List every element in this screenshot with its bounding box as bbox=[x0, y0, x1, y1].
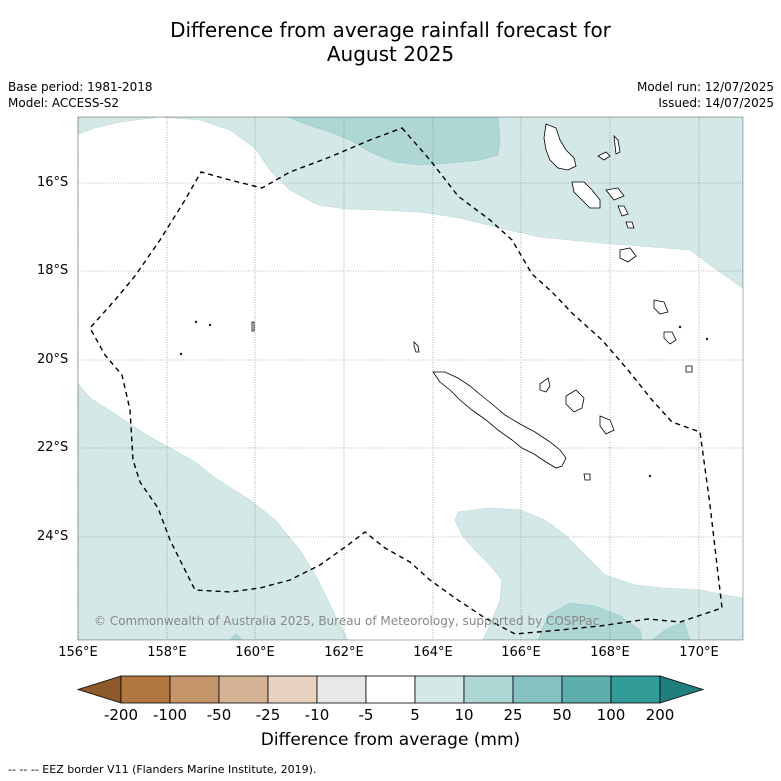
copyright-notice: © Commonwealth of Australia 2025, Bureau… bbox=[94, 614, 600, 628]
title-line-1: Difference from average rainfall forecas… bbox=[170, 18, 611, 42]
anomaly-patch-southeast-1 bbox=[537, 602, 643, 640]
lat-label-18s: 18°S bbox=[37, 263, 69, 278]
colorbar-label-7: 5 bbox=[410, 706, 420, 724]
colorbar-bin-6 bbox=[365, 675, 416, 704]
meta-left: Base period: 1981-2018 Model: ACCESS-S2 bbox=[8, 79, 153, 111]
colorbar-label-9: 25 bbox=[503, 706, 523, 724]
lon-label-164e: 164°E bbox=[413, 645, 453, 660]
colorbar-label-3: -50 bbox=[206, 706, 232, 724]
vanuatu-aneityum bbox=[653, 299, 669, 315]
belep-islands bbox=[413, 341, 420, 353]
issued-text: Issued: 14/07/2025 bbox=[658, 96, 774, 110]
colorbar-label-1: -200 bbox=[103, 706, 139, 724]
colorbar-bin-2 bbox=[169, 675, 220, 704]
vanuatu-efate bbox=[605, 187, 625, 201]
colorbar-label-5: -10 bbox=[304, 706, 330, 724]
colorbar-label-10: 50 bbox=[552, 706, 572, 724]
map-title: Difference from average rainfall forecas… bbox=[0, 18, 781, 66]
small-island-3 bbox=[179, 352, 183, 356]
colorbar-bin-7 bbox=[414, 675, 465, 704]
loyalty-islands-1 bbox=[539, 377, 551, 393]
small-island-2 bbox=[208, 323, 212, 327]
small-island-7 bbox=[648, 474, 652, 478]
colorbar-extend-low bbox=[76, 675, 122, 704]
vanuatu-island-c bbox=[617, 205, 629, 217]
island-matthew bbox=[685, 365, 693, 373]
eez-border bbox=[89, 127, 723, 635]
lon-label-156e: 156°E bbox=[58, 645, 98, 660]
lon-label-170e: 170°E bbox=[679, 645, 719, 660]
colorbar bbox=[76, 675, 705, 704]
small-island-6 bbox=[705, 337, 709, 341]
colorbar-bin-8 bbox=[463, 675, 514, 704]
colorbar-label-11: 100 bbox=[596, 706, 626, 724]
isle-of-pines bbox=[583, 473, 591, 481]
colorbar-bin-1 bbox=[120, 675, 171, 704]
colorbar-label-12: 200 bbox=[645, 706, 675, 724]
lon-label-162e: 162°E bbox=[324, 645, 364, 660]
new-caledonia-coast bbox=[432, 371, 567, 469]
island-hunter bbox=[663, 331, 677, 345]
model-run-text: Model run: 12/07/2025 bbox=[636, 80, 774, 94]
base-period-text: Base period: 1981-2018 bbox=[8, 80, 153, 94]
coastlines bbox=[179, 123, 709, 481]
anomaly-patch-southeast-2 bbox=[651, 621, 691, 640]
loyalty-islands-3 bbox=[599, 415, 615, 435]
model-text: Model: ACCESS-S2 bbox=[8, 96, 120, 110]
anomaly-region-southeast bbox=[454, 507, 743, 640]
colorbar-bin-5 bbox=[316, 675, 367, 704]
colorbar-label-4: -25 bbox=[255, 706, 281, 724]
colorbar-label-8: 10 bbox=[454, 706, 474, 724]
small-island-4 bbox=[251, 321, 255, 332]
colorbar-extend-high bbox=[659, 675, 705, 704]
vanuatu-island-d bbox=[625, 221, 635, 229]
vanuatu-tanna bbox=[619, 247, 637, 263]
anomaly-region-north-strong bbox=[287, 117, 501, 166]
anomaly-patch-southwest bbox=[229, 633, 243, 640]
loyalty-islands-2 bbox=[565, 389, 585, 413]
colorbar-bin-3 bbox=[218, 675, 269, 704]
vanuatu-malekula bbox=[571, 181, 601, 209]
meta-right: Model run: 12/07/2025 Issued: 14/07/2025 bbox=[637, 79, 774, 111]
colorbar-bin-10 bbox=[561, 675, 612, 704]
lat-label-22s: 22°S bbox=[37, 440, 69, 455]
lat-label-16s: 16°S bbox=[37, 175, 69, 190]
colorbar-bin-4 bbox=[267, 675, 318, 704]
colorbar-label-6: -5 bbox=[358, 706, 374, 724]
lon-label-160e: 160°E bbox=[235, 645, 275, 660]
title-line-2: August 2025 bbox=[326, 42, 455, 66]
lon-label-166e: 166°E bbox=[501, 645, 541, 660]
anomaly-region-north bbox=[78, 117, 743, 289]
vanuatu-island-a bbox=[597, 151, 611, 161]
vanuatu-island-b bbox=[613, 134, 621, 155]
lat-label-20s: 20°S bbox=[37, 352, 69, 367]
small-island-5 bbox=[678, 325, 682, 329]
map-frame bbox=[77, 116, 744, 641]
small-island-1 bbox=[194, 320, 198, 324]
colorbar-bin-11 bbox=[610, 675, 661, 704]
lon-label-158e: 158°E bbox=[147, 645, 187, 660]
colorbar-title: Difference from average (mm) bbox=[260, 730, 521, 750]
eez-legend-footnote: -- -- -- EEZ border V11 (Flanders Marine… bbox=[8, 763, 317, 776]
lat-label-24s: 24°S bbox=[37, 529, 69, 544]
lon-label-168e: 168°E bbox=[590, 645, 630, 660]
colorbar-label-2: -100 bbox=[152, 706, 188, 724]
colorbar-bin-9 bbox=[512, 675, 563, 704]
vanuatu-espiritu-santo bbox=[543, 123, 577, 171]
